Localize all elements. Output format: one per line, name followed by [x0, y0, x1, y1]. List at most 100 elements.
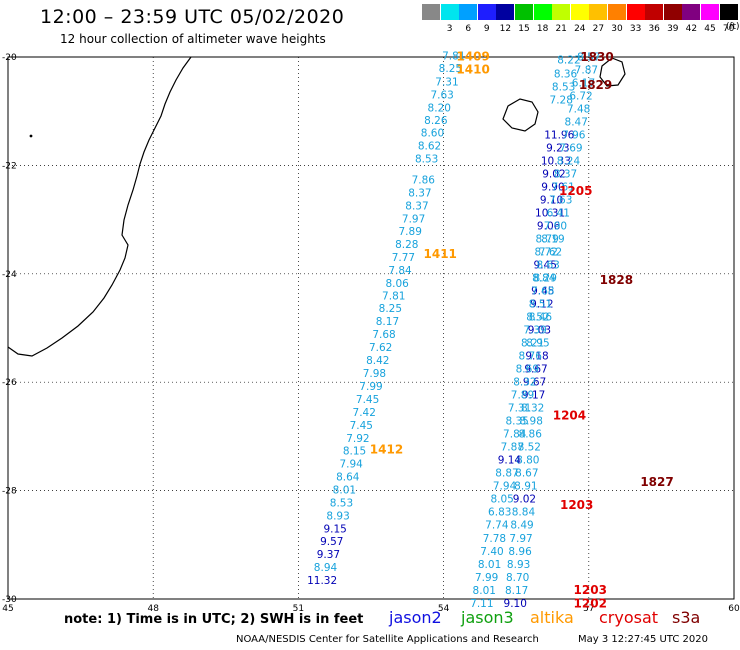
scale-swatch — [422, 4, 440, 20]
map-subtitle: 12 hour collection of altimeter wave hei… — [60, 32, 326, 46]
wave-height-value: 9.03 — [528, 325, 551, 337]
wave-height-value: 8.86 — [519, 429, 543, 441]
map-ticks: 45 48 51 54 57 60 -20 -22 -24 -26 -28 -30 — [2, 53, 740, 614]
wave-height-value: 10.33 — [541, 156, 571, 168]
scale-label: 24 — [574, 24, 586, 34]
wave-height-value: 7.62 — [369, 342, 392, 354]
wave-height-value: 8.25 — [379, 303, 402, 315]
legend-jason2: jason2 — [389, 608, 442, 627]
wave-height-value: 8.52 — [526, 312, 549, 324]
scale-swatch — [552, 4, 571, 20]
wave-height-value: 7.94 — [339, 459, 363, 471]
wave-height-value: 8.80 — [516, 455, 539, 467]
reunion-coast — [502, 98, 539, 132]
map-border — [7, 56, 735, 600]
wave-height-value: 7.28 — [550, 94, 573, 106]
pass-time-label: 1410 — [456, 62, 489, 76]
credit-text: NOAA/NESDIS Center for Satellite Applica… — [236, 634, 539, 645]
generated-timestamp: May 3 12:27:45 UTC 2020 — [578, 634, 708, 645]
wave-height-value: 8.01 — [473, 585, 496, 597]
scale-swatch — [477, 4, 496, 20]
wave-height-value: 8.53 — [330, 498, 353, 510]
wave-height-value: 7.45 — [356, 394, 379, 406]
wave-height-value: 9.10 — [504, 598, 527, 610]
wave-height-value: 8.93 — [326, 511, 349, 523]
wave-height-value: 7.48 — [567, 103, 590, 115]
scale-swatch — [589, 4, 608, 20]
wave-height-value: 8.46 — [529, 312, 553, 324]
wave-height-value: 7.86 — [412, 174, 436, 186]
wave-height-value: 8.47 — [565, 116, 588, 128]
wave-height-value: 8.63 — [536, 260, 559, 272]
wave-height-value: 7.94 — [493, 481, 517, 493]
scale-swatch — [682, 4, 701, 20]
wave-height-value: 9.15 — [323, 524, 346, 536]
wave-height-value: 8.25 — [439, 63, 462, 75]
wave-height-value: 7.84 — [503, 429, 527, 441]
lon-tick-label: 60 — [728, 604, 740, 614]
wave-height-value: 8.17 — [505, 585, 528, 597]
pass-time-label: 1412 — [370, 442, 403, 456]
wave-height-value: 9.23 — [546, 143, 569, 155]
wave-height-value: 8.84 — [532, 273, 556, 285]
scale-swatch — [440, 4, 459, 20]
wave-height-value: 8.60 — [421, 127, 444, 139]
wave-height-value: 8.96 — [508, 546, 532, 558]
scale-label: 27 — [592, 24, 605, 34]
color-scale-unit: (ft) — [726, 22, 740, 32]
scale-label: 42 — [685, 24, 698, 34]
wave-height-value: 10.31 — [535, 208, 565, 220]
wave-height-value: 8.20 — [428, 102, 451, 114]
scale-swatch — [663, 4, 682, 20]
madagascar-coast — [7, 56, 192, 357]
scale-label: 39 — [667, 24, 679, 34]
wave-height-value: 8.98 — [520, 416, 543, 428]
wave-height-value: 7.78 — [483, 533, 506, 545]
wave-height-value: 8.22 — [557, 55, 580, 67]
wave-height-value: 6.17 — [572, 77, 595, 89]
wave-height-value: 8.32 — [513, 377, 536, 389]
scale-label: 12 — [499, 24, 512, 34]
wave-height-value: 9.06 — [537, 221, 561, 233]
wave-height-value: 7.84 — [388, 265, 412, 277]
wave-height-value: 7.87 — [501, 442, 524, 454]
wave-height-value: 8.64 — [336, 472, 360, 484]
pass-times: 1409141014111412120512041203120312021830… — [370, 49, 674, 610]
wave-height-value: 7.74 — [485, 520, 509, 532]
map-title: 12:00 – 23:59 UTC 05/02/2020 — [40, 6, 345, 28]
wave-height-value: 7.45 — [350, 420, 373, 432]
wave-height-value: 9.45 — [531, 286, 554, 298]
wave-height-value: 9.14 — [498, 455, 522, 467]
wave-height-value: 7.77 — [392, 252, 415, 264]
scale-swatch — [515, 4, 533, 20]
map-frame — [7, 56, 735, 600]
scale-label: 21 — [555, 24, 567, 34]
pass-time-label: 1828 — [600, 273, 633, 287]
scale-label: 33 — [629, 24, 642, 34]
scale-swatch — [719, 4, 738, 20]
scale-label: 36 — [648, 24, 660, 34]
wave-height-value: 9.10 — [540, 195, 563, 207]
wave-height-value: 8.95 — [526, 338, 549, 350]
pass-time-label: 1409 — [456, 49, 489, 63]
wave-height-value: 7.68 — [372, 329, 395, 341]
wave-height-value: 8.01 — [478, 559, 501, 571]
wave-height-value: 7.61 — [551, 182, 574, 194]
scale-swatch — [626, 4, 645, 20]
wave-height-value: 8.19 — [541, 234, 564, 246]
scale-label: 45 — [704, 24, 716, 34]
wave-height-value: 7.97 — [509, 533, 532, 545]
wave-height-value: 7.96 — [562, 130, 586, 142]
scale-label: 6 — [465, 24, 472, 34]
wave-height-value: 8.84 — [512, 507, 536, 519]
wave-height-value: 8.21 — [521, 338, 544, 350]
scale-label: 15 — [518, 24, 530, 34]
scale-swatch — [570, 4, 589, 20]
wave-height-value: 8.52 — [518, 442, 541, 454]
wave-height-value: 7.31 — [435, 76, 458, 88]
pass-time-label: 1827 — [640, 475, 673, 489]
wave-height-value: 8.67 — [515, 468, 538, 480]
wave-height-value: 8.26 — [424, 115, 448, 127]
wave-height-value: 7.42 — [353, 407, 376, 419]
